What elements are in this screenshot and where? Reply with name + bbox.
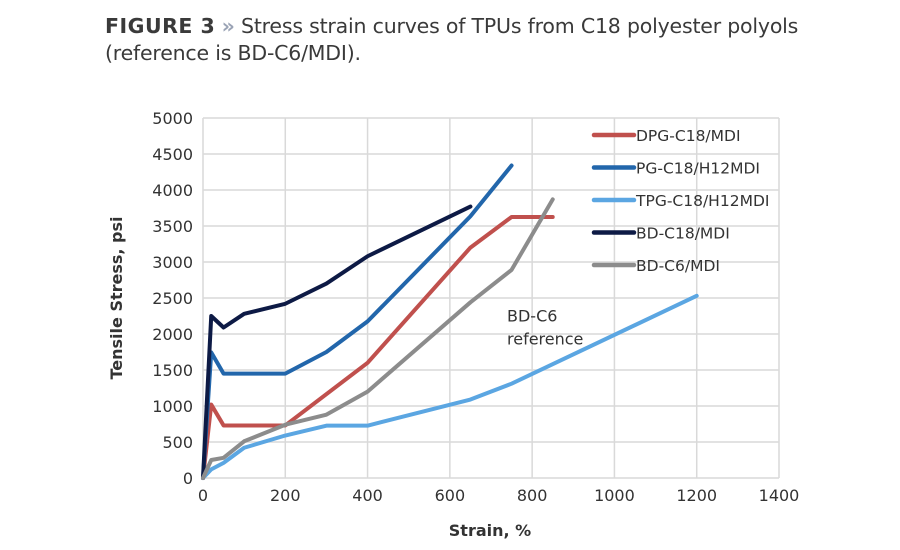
y-tick-label: 3000: [152, 253, 193, 272]
y-tick-label: 1500: [152, 361, 193, 380]
series-line-bd-c18-mdi: [201, 204, 473, 480]
y-tick-label: 1000: [152, 397, 193, 416]
legend-label: BD-C6/MDI: [636, 257, 720, 275]
y-tick-label: 500: [162, 433, 193, 452]
x-tick-label: 1400: [759, 486, 800, 505]
y-tick-label: 2000: [152, 325, 193, 344]
legend: DPG-C18/MDI PG-C18/H12MDI TPG-C18/H12MDI BD…: [591, 127, 769, 275]
separator: »: [221, 14, 235, 38]
series-line-pg-c18-h12mdi: [201, 163, 514, 480]
series-line-tpg-c18-h12mdi: [201, 293, 699, 480]
legend-label: PG-C18/H12MDI: [636, 160, 760, 178]
grid: [202, 117, 780, 479]
annotation-line2: reference: [507, 330, 583, 349]
y-tick-label: 3500: [152, 217, 193, 236]
x-tick-label: 1200: [676, 486, 717, 505]
x-tick-label: 400: [352, 486, 383, 505]
y-axis-label: Tensile Stress, psi: [107, 216, 126, 379]
series-lines: [201, 163, 699, 480]
series-line-bd-c6-mdi: [201, 197, 555, 480]
y-tick-label: 5000: [152, 109, 193, 128]
series-line-dpg-c18-mdi: [201, 215, 555, 480]
y-tick-label: 4000: [152, 181, 193, 200]
figure-label: FIGURE 3: [105, 14, 216, 38]
annotation-line1: BD-C6: [507, 307, 557, 326]
x-axis-label: Strain, %: [449, 521, 531, 540]
x-tick-label: 200: [270, 486, 301, 505]
legend-label: TPG-C18/H12MDI: [635, 192, 769, 210]
figure-caption: FIGURE 3 » Stress strain curves of TPUs …: [105, 13, 865, 67]
x-tick-label: 0: [198, 486, 208, 505]
caption-text: Stress strain curves of TPUs from C18 po…: [105, 14, 799, 65]
y-tick-label: 0: [183, 469, 193, 488]
tick-labels: 0500100015002000250030003500400045005000…: [152, 109, 799, 505]
legend-label: BD-C18/MDI: [636, 225, 730, 243]
x-tick-label: 800: [517, 486, 548, 505]
x-tick-label: 1000: [594, 486, 635, 505]
legend-label: DPG-C18/MDI: [636, 127, 741, 145]
y-tick-label: 2500: [152, 289, 193, 308]
y-tick-label: 4500: [152, 145, 193, 164]
x-tick-label: 600: [435, 486, 466, 505]
